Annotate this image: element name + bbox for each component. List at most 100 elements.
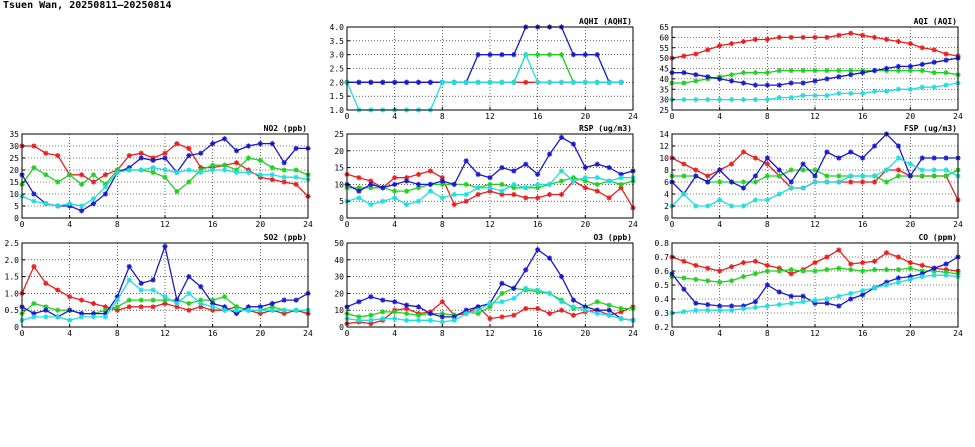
chart-panel: 0 4 8 12 16 20 24 0 5 10 15 20 25 RSP (ug/m3) (334, 124, 638, 229)
data-point (919, 155, 925, 161)
data-point (824, 254, 830, 260)
y-tick-label: 1.5 (5, 273, 20, 282)
data-point (43, 307, 49, 313)
data-point (836, 155, 842, 161)
data-point (186, 307, 192, 313)
data-point (764, 262, 770, 268)
data-point (269, 141, 275, 147)
x-tick-label: 8 (115, 220, 120, 229)
data-point (293, 174, 299, 180)
data-point (138, 304, 144, 310)
data-point (356, 314, 362, 320)
data-point (848, 149, 854, 155)
data-point (198, 304, 204, 310)
x-tick-label: 4 (67, 220, 72, 229)
y-tick-label: 1.0 (330, 106, 345, 115)
data-point (43, 150, 49, 156)
data-point (931, 84, 937, 90)
data-point (558, 134, 565, 140)
series-line (347, 26, 622, 83)
data-point (475, 185, 481, 191)
data-point (475, 191, 481, 198)
data-point (114, 297, 120, 303)
data-point (293, 297, 299, 303)
data-point (895, 143, 902, 149)
data-point (546, 191, 553, 198)
data-point (78, 172, 85, 178)
series-blue (669, 254, 961, 309)
data-point (705, 307, 711, 313)
series-blue (19, 243, 311, 320)
data-point (162, 155, 168, 161)
data-point (836, 90, 842, 96)
x-tick-label: 16 (533, 329, 543, 338)
data-point (618, 171, 624, 177)
x-tick-label: 4 (717, 329, 722, 338)
data-point (380, 316, 386, 322)
data-point (618, 181, 624, 187)
data-point (824, 179, 830, 185)
data-point (848, 67, 854, 74)
data-point (31, 198, 37, 204)
chart-title: AQHI (AQHI) (579, 17, 632, 26)
data-point (606, 165, 612, 171)
data-point (931, 173, 937, 179)
data-point (138, 167, 144, 173)
data-point (812, 92, 818, 99)
data-point (475, 307, 481, 313)
data-point (162, 174, 168, 180)
data-point (102, 184, 109, 190)
data-point (487, 185, 493, 191)
data-point (499, 290, 505, 296)
data-point (717, 307, 723, 313)
y-tick-label: 5 (14, 202, 19, 211)
data-point (546, 181, 553, 187)
data-point (427, 310, 434, 317)
data-point (511, 191, 517, 198)
data-point (681, 258, 687, 264)
data-point (618, 175, 624, 181)
data-point (919, 167, 925, 173)
data-point (511, 181, 517, 187)
data-point (681, 70, 687, 76)
data-point (558, 178, 565, 184)
data-point (102, 314, 109, 320)
data-point (943, 272, 949, 278)
data-point (523, 79, 529, 85)
x-tick-label: 12 (810, 220, 820, 229)
data-point (43, 280, 49, 286)
y-tick-label: 2.5 (330, 65, 345, 74)
data-point (535, 52, 541, 58)
data-point (451, 191, 457, 198)
data-point (439, 178, 445, 184)
data-point (717, 97, 723, 103)
data-point (293, 167, 299, 173)
data-point (55, 307, 61, 313)
data-point (43, 201, 49, 207)
data-point (368, 201, 374, 208)
data-point (451, 79, 457, 85)
data-point (570, 312, 577, 318)
chart-panel: 0 4 8 12 16 20 24 0.2 0.3 0.4 0.5 0.6 0.7 0.8 CO (ppm) (655, 233, 963, 338)
y-tick-label: 10 (659, 154, 669, 163)
data-point (895, 63, 902, 70)
chart-title: CO (ppm) (918, 233, 957, 242)
y-tick-label: 0.2 (655, 323, 670, 332)
data-point (403, 79, 410, 85)
data-point (931, 272, 937, 278)
data-point (356, 185, 362, 191)
y-tick-label: 10 (334, 180, 344, 189)
data-point (907, 260, 913, 266)
data-point (764, 70, 770, 76)
data-point (705, 47, 711, 53)
data-point (907, 41, 913, 47)
x-tick-label: 8 (440, 329, 445, 338)
data-point (931, 59, 937, 65)
data-point (138, 297, 144, 303)
data-point (943, 167, 949, 173)
data-point (752, 70, 759, 76)
x-tick-label: 4 (392, 220, 397, 229)
data-point (463, 181, 469, 187)
data-point (210, 300, 216, 307)
data-point (415, 171, 422, 177)
